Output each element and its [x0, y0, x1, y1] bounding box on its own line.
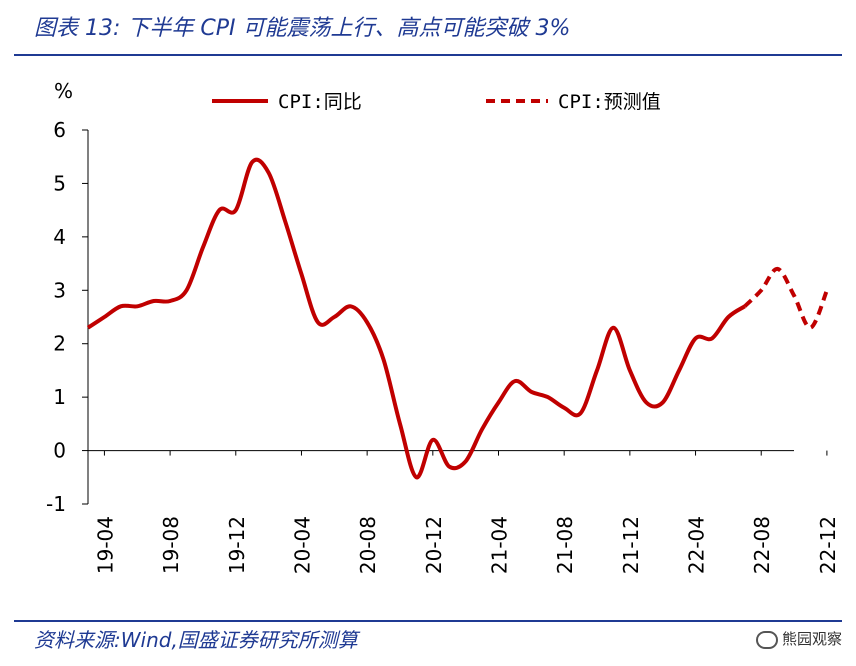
y-tick-label: 6 [53, 118, 66, 142]
watermark-text: 熊园观察 [781, 630, 842, 648]
x-tick-label: 21-04 [488, 516, 512, 574]
x-tick-label: 22-08 [750, 516, 774, 574]
x-tick-label: 19-04 [93, 516, 117, 574]
legend-label-cpi-yoy: CPI:同比 [278, 91, 362, 113]
title-divider [14, 54, 842, 56]
x-tick-label: 20-08 [356, 516, 380, 574]
x-tick-label: 20-12 [422, 516, 446, 574]
x-tick-label: 22-12 [816, 516, 840, 574]
legend-label-cpi-forecast: CPI:预测值 [558, 91, 661, 113]
y-tick-label: 2 [53, 332, 66, 356]
y-tick-label: 3 [53, 278, 66, 302]
y-tick-label: 0 [53, 439, 66, 463]
source-note: 资料来源:Wind,国盛证券研究所测算 [34, 628, 358, 652]
series-line-cpi-yoy [86, 157, 746, 480]
series-line-cpi-forecast [743, 266, 829, 330]
y-tick-label: 4 [53, 225, 66, 249]
chart-title: 图表 13: 下半年 CPI 可能震荡上行、高点可能突破 3% [34, 16, 571, 41]
x-tick-label: 19-12 [225, 516, 249, 574]
footer-divider [14, 620, 842, 622]
watermark: 熊园观察 [755, 628, 842, 649]
x-tick-label: 21-08 [553, 516, 577, 574]
x-tick-label: 21-12 [619, 516, 643, 574]
y-unit-label: % [54, 79, 73, 103]
y-tick-label: 1 [53, 385, 66, 409]
x-tick-label: 19-08 [159, 516, 183, 574]
wechat-icon [755, 630, 778, 649]
x-tick-label: 22-04 [685, 516, 709, 574]
y-tick-label: 5 [53, 171, 66, 195]
x-tick-label: 20-04 [290, 516, 314, 574]
y-tick-label: -1 [46, 492, 66, 516]
cpi-line-chart: % CPI:同比 CPI:预测值 -1 0 1 2 3 4 5 6 19-04 19-08 19-1… [46, 79, 840, 574]
